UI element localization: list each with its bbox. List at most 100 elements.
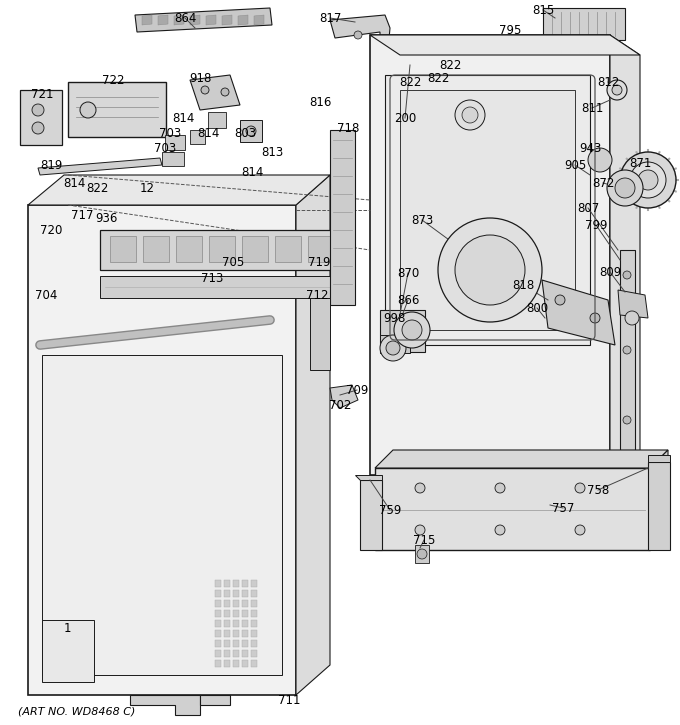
Bar: [42, 620, 94, 682]
Bar: [251, 590, 257, 597]
Text: 704: 704: [35, 289, 57, 302]
Bar: [224, 620, 230, 627]
Text: 703: 703: [154, 141, 176, 154]
Bar: [224, 610, 230, 617]
Polygon shape: [542, 280, 615, 345]
Text: (ART NO. WD8468 C): (ART NO. WD8468 C): [18, 707, 135, 717]
Text: 200: 200: [394, 112, 416, 125]
Polygon shape: [190, 75, 240, 110]
Text: 799: 799: [585, 218, 607, 231]
Polygon shape: [142, 15, 152, 25]
Bar: [233, 590, 239, 597]
Bar: [415, 545, 429, 563]
Bar: [275, 236, 301, 262]
Circle shape: [415, 525, 425, 535]
Text: 872: 872: [592, 176, 614, 189]
Bar: [251, 640, 257, 647]
Text: 803: 803: [234, 126, 256, 139]
Bar: [543, 8, 625, 40]
Polygon shape: [130, 695, 200, 715]
Text: 703: 703: [159, 126, 181, 139]
Circle shape: [455, 100, 485, 130]
Circle shape: [495, 483, 505, 493]
Bar: [242, 650, 248, 657]
Circle shape: [623, 346, 631, 354]
Text: 918: 918: [189, 72, 211, 85]
Polygon shape: [238, 15, 248, 25]
Text: 757: 757: [551, 502, 574, 515]
Text: 819: 819: [40, 159, 62, 172]
Circle shape: [201, 86, 209, 94]
Bar: [251, 610, 257, 617]
Polygon shape: [610, 35, 640, 490]
Text: 717: 717: [71, 209, 93, 222]
Bar: [215, 640, 221, 647]
Bar: [242, 660, 248, 667]
Text: 943: 943: [579, 141, 601, 154]
Bar: [360, 480, 382, 550]
Text: 936: 936: [95, 212, 117, 225]
Circle shape: [630, 162, 666, 198]
Bar: [143, 236, 169, 262]
Bar: [251, 630, 257, 637]
Text: 807: 807: [577, 202, 599, 215]
Circle shape: [221, 88, 229, 96]
Bar: [233, 630, 239, 637]
Circle shape: [394, 312, 430, 348]
Bar: [215, 650, 221, 657]
Bar: [242, 590, 248, 597]
Bar: [242, 610, 248, 617]
Bar: [208, 112, 226, 128]
Text: 864: 864: [174, 12, 197, 25]
Bar: [251, 620, 257, 627]
Bar: [251, 650, 257, 657]
Bar: [242, 640, 248, 647]
Polygon shape: [254, 15, 264, 25]
Circle shape: [623, 416, 631, 424]
Bar: [380, 310, 425, 352]
Bar: [233, 620, 239, 627]
Circle shape: [495, 525, 505, 535]
Text: 814: 814: [241, 165, 263, 178]
Bar: [215, 630, 221, 637]
Bar: [209, 236, 235, 262]
Bar: [620, 250, 635, 450]
Bar: [224, 630, 230, 637]
Circle shape: [417, 549, 427, 559]
Text: 811: 811: [581, 102, 603, 115]
Bar: [28, 205, 296, 695]
Polygon shape: [135, 8, 272, 32]
Polygon shape: [158, 15, 168, 25]
Circle shape: [438, 218, 542, 322]
Circle shape: [386, 341, 400, 355]
Text: 812: 812: [597, 75, 619, 88]
Text: 800: 800: [526, 302, 548, 315]
Text: 813: 813: [261, 146, 283, 159]
Bar: [242, 236, 268, 262]
Polygon shape: [375, 450, 668, 468]
Circle shape: [455, 235, 525, 305]
Circle shape: [590, 313, 600, 323]
Bar: [233, 640, 239, 647]
Bar: [110, 236, 136, 262]
Bar: [233, 580, 239, 587]
Circle shape: [555, 295, 565, 305]
Text: 822: 822: [439, 59, 461, 72]
Text: 814: 814: [172, 112, 194, 125]
Circle shape: [623, 271, 631, 279]
Polygon shape: [330, 385, 358, 408]
Polygon shape: [618, 290, 648, 318]
Circle shape: [607, 80, 627, 100]
Bar: [375, 468, 650, 550]
Circle shape: [625, 311, 639, 325]
Text: 722: 722: [102, 73, 124, 86]
Circle shape: [607, 170, 643, 206]
Bar: [100, 230, 350, 270]
Bar: [224, 600, 230, 607]
Polygon shape: [28, 175, 330, 205]
Text: 817: 817: [319, 12, 341, 25]
Text: 809: 809: [599, 265, 621, 278]
Text: 871: 871: [629, 157, 651, 170]
Circle shape: [32, 122, 44, 134]
Circle shape: [588, 148, 612, 172]
